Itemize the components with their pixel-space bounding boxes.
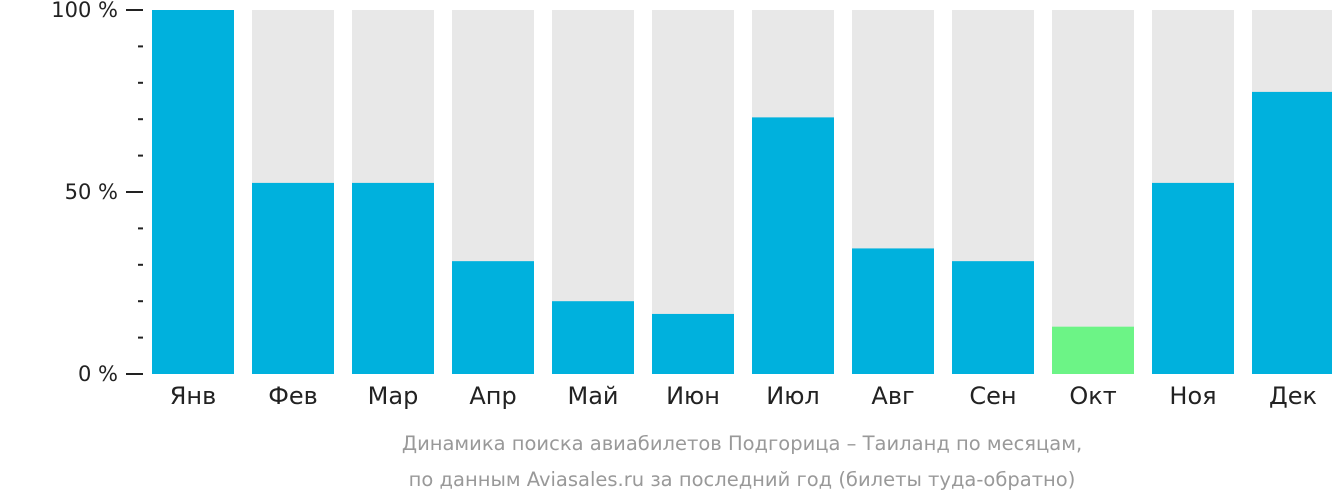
bar bbox=[452, 261, 534, 374]
y-tick-label: 100 % bbox=[51, 0, 118, 22]
x-tick-label: Апр bbox=[469, 382, 516, 410]
x-tick-label: Янв bbox=[170, 382, 217, 410]
y-tick-label: 0 % bbox=[78, 362, 118, 386]
bar bbox=[1252, 91, 1332, 375]
y-tick-label: 50 % bbox=[65, 180, 118, 204]
bars bbox=[152, 10, 1332, 375]
bar bbox=[352, 182, 434, 374]
bar bbox=[152, 10, 234, 374]
x-tick-label: Авг bbox=[871, 382, 914, 410]
bar bbox=[1052, 326, 1134, 374]
bar bbox=[852, 248, 934, 374]
x-tick-label: Фев bbox=[268, 382, 318, 410]
x-tick-label: Май bbox=[567, 382, 618, 410]
bar bbox=[552, 301, 634, 374]
bar bbox=[1152, 182, 1234, 374]
x-tick-label: Июн bbox=[666, 382, 720, 410]
bar bbox=[952, 261, 1034, 374]
bar-track bbox=[1052, 10, 1134, 374]
x-tick-label: Мар bbox=[368, 382, 419, 410]
bar-track bbox=[652, 10, 734, 374]
chart-caption-line-2: по данным Aviasales.ru за последний год … bbox=[409, 468, 1076, 491]
chart-caption-line-1: Динамика поиска авиабилетов Подгорица – … bbox=[402, 432, 1082, 455]
bar bbox=[252, 182, 334, 374]
x-tick-label: Ноя bbox=[1169, 382, 1216, 410]
bar bbox=[652, 313, 734, 374]
bar bbox=[752, 117, 834, 374]
x-tick-label: Дек bbox=[1269, 382, 1317, 410]
x-tick-label: Окт bbox=[1069, 382, 1116, 410]
x-tick-label: Сен bbox=[969, 382, 1016, 410]
x-axis-labels: Янв Фев Мар Апр Май Июн Июл Авг Сен Окт Ноя Дек bbox=[170, 382, 1317, 410]
y-axis: 0 % 50 % 100 % bbox=[51, 0, 143, 386]
x-tick-label: Июл bbox=[766, 382, 820, 410]
